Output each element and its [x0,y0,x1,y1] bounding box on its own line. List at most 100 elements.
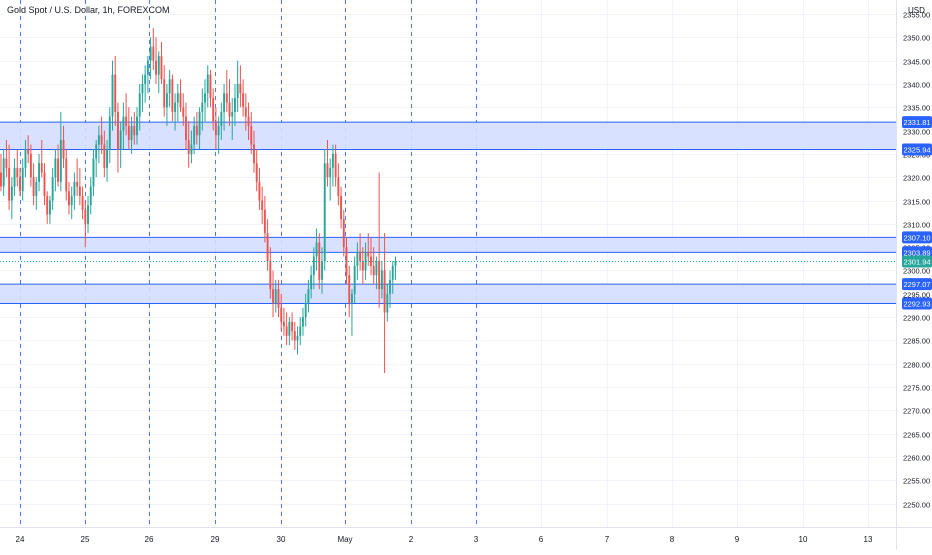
candle-body [282,321,285,327]
candle-body [38,163,40,182]
candle-body [122,116,125,131]
candle-body [258,181,261,201]
candle-body [54,158,57,178]
x-tick-label: 2 [409,535,414,544]
zone-top-label-bg [902,278,932,291]
zone-bottom-label: 2292.93 [903,299,930,308]
price-zones [0,121,896,304]
y-tick-label: 2285.00 [903,337,930,346]
candle-body [288,321,291,336]
candle-body [391,265,394,280]
zone-bottom-label: 2325.94 [903,146,930,155]
candle-body [190,144,193,154]
y-tick-label: 2335.00 [903,104,930,113]
zone-band [0,237,896,253]
candle-body [13,167,16,187]
candle-body [179,93,182,108]
candle-body [326,163,329,178]
x-tick-label: 30 [277,535,286,544]
candle-body [375,261,378,276]
candle-body [378,261,381,290]
candle-body [185,116,187,140]
candle-body [152,46,155,61]
candle-body [92,158,95,187]
zone-band [0,122,896,150]
candle-body [138,93,141,117]
candle-body [356,251,359,266]
candles [0,27,397,374]
candle-body [195,125,198,136]
last-price-label: 2301.94 [903,257,930,266]
candle-body [10,186,13,201]
candle-body [318,242,321,280]
candle-body [70,195,73,206]
candle-body [242,93,245,108]
candle-body [329,167,332,178]
candle-body [130,125,133,140]
candle-body [136,116,138,136]
y-tick-label: 2270.00 [903,407,930,416]
x-tick-label: 10 [799,535,808,544]
candle-body [244,107,247,117]
candle-body [361,261,364,271]
candle-body [389,279,391,294]
candle-body [394,261,397,266]
candle-body [127,125,130,140]
candle-body [2,158,5,187]
candle-body [310,275,313,290]
candle-body [68,191,70,206]
zone-top-label: 2307.10 [903,233,930,242]
candle-body [250,125,253,145]
candle-body [95,144,98,159]
x-tick-label: 13 [864,535,873,544]
candle-body [111,74,114,117]
candle-body [48,200,51,215]
candle-body [293,331,296,341]
candle-body [46,195,49,215]
candle-body [236,83,239,98]
candle-body [304,303,307,318]
candle-body [225,93,228,103]
candle-body [0,172,2,187]
candle-body [57,158,60,182]
candle-body [340,195,343,220]
candle-body [380,270,383,290]
candle-body [119,130,122,150]
zone-top-label: 2331.81 [903,118,930,127]
y-tick-label: 2315.00 [903,198,930,207]
x-tick-label: 26 [145,535,154,544]
candle-body [307,289,310,304]
zone-top-label-bg [902,116,932,129]
y-tick-label: 2255.00 [903,477,930,486]
candle-body [364,251,367,271]
currency-label[interactable]: USD [908,6,925,15]
candle-body [198,111,201,136]
candle-body [114,74,117,112]
candle-body [157,55,160,75]
candle-body [165,93,168,108]
candle-body [201,102,204,112]
candle-body [155,60,157,75]
candle-body [146,60,149,75]
y-tick-label: 2330.00 [903,128,930,137]
y-tick-label: 2355.00 [903,11,930,20]
candle-body [168,79,171,94]
time-axis[interactable]: 24 25 26 29 30 May 2 3 6 7 8 9 10 13 [16,535,873,544]
candle-body [100,135,103,145]
zone-band [0,284,896,304]
candle-body [116,111,119,150]
candle-body [212,97,215,122]
y-tick-label: 2345.00 [903,58,930,67]
candle-body [253,144,255,164]
y-tick-label: 2250.00 [903,501,930,510]
candle-body [272,289,274,304]
candle-body [299,326,302,336]
candle-body [141,83,144,94]
candle-body [8,167,11,201]
candle-body [89,186,92,206]
candle-body [81,195,84,210]
candle-body [204,93,206,103]
